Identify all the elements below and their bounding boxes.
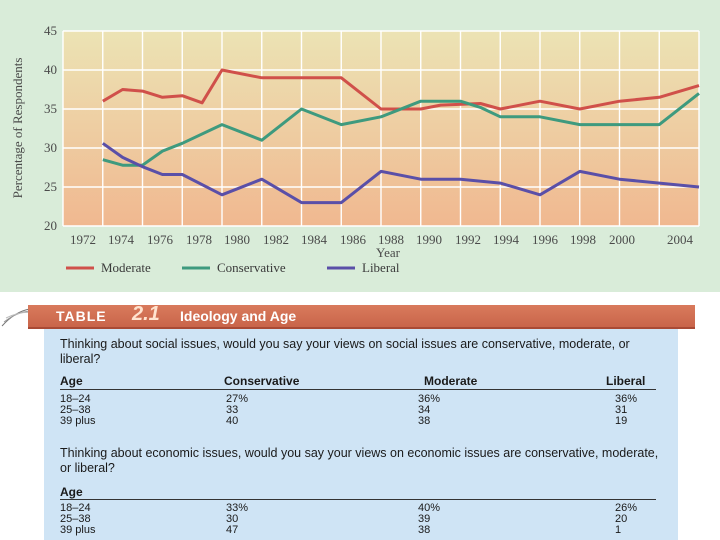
question-social: Thinking about social issues, would you … [60, 337, 630, 366]
x-tick-label: 2004 [667, 232, 694, 247]
x-tick-labels: 1972 1974 1976 1978 1980 1982 1984 1986 1988 1990… [70, 232, 694, 247]
y-tick-label: 25 [44, 179, 57, 194]
x-tick-label: 1998 [570, 232, 596, 247]
x-tick-label: 1980 [224, 232, 250, 247]
series-lines [101, 68, 700, 205]
table-label: TABLE [56, 308, 107, 324]
cell-moderate: 38 [418, 415, 431, 427]
cell-age: 39 plus [60, 524, 96, 536]
y-tick-label: 35 [44, 101, 57, 116]
col-age: Age [60, 374, 83, 388]
divider [60, 499, 656, 500]
table-panel: TABLE 2.1 Ideology and Age Thinking abou… [0, 292, 720, 540]
table-header: TABLE 2.1 Ideology and Age [28, 303, 695, 329]
cell-conservative: 40 [226, 415, 239, 427]
y-tick-label: 30 [44, 140, 57, 155]
cell-liberal: 1 [615, 524, 622, 536]
x-tick-label: 1988 [378, 232, 404, 247]
x-tick-label: 1984 [301, 232, 328, 247]
x-tick-label: 1996 [532, 232, 559, 247]
x-tick-label: 1994 [493, 232, 520, 247]
question-economic: Thinking about economic issues, would yo… [60, 446, 659, 475]
series-line-liberal [101, 142, 700, 205]
col-liberal: Liberal [606, 374, 646, 388]
legend-label: Liberal [362, 260, 400, 275]
cell-age: 39 plus [60, 415, 96, 427]
cell-moderate: 34 [418, 404, 431, 416]
y-tick-label: 20 [44, 218, 57, 233]
cell-age: 25–38 [60, 513, 91, 525]
col-age-2: Age [60, 485, 83, 499]
x-tick-label: 1974 [108, 232, 135, 247]
chart-panel: 20 25 30 35 40 45 1972 1974 1976 1978 1980 1982 198… [0, 0, 720, 292]
x-tick-label: 1990 [416, 232, 442, 247]
table-title: Ideology and Age [180, 308, 297, 324]
cell-moderate: 38 [418, 524, 431, 536]
y-tick-label: 40 [44, 62, 57, 77]
cell-conservative: 27% [226, 393, 249, 405]
x-tick-label: 1972 [70, 232, 96, 247]
col-conservative: Conservative [224, 374, 300, 388]
x-tick-label: 2000 [609, 232, 635, 247]
table-body: Thinking about social issues, would you … [44, 329, 678, 540]
cell-liberal: 31 [615, 404, 628, 416]
cell-conservative: 33% [226, 502, 249, 514]
cell-conservative: 33 [226, 404, 239, 416]
legend: Moderate Conservative Liberal [66, 260, 400, 275]
cell-liberal: 36% [615, 393, 638, 405]
y-tick-labels: 20 25 30 35 40 45 [44, 23, 57, 233]
x-tick-label: 1986 [340, 232, 367, 247]
cell-age: 18–24 [60, 393, 91, 405]
cell-age: 18–24 [60, 502, 91, 514]
x-tick-label: 1992 [455, 232, 481, 247]
y-tick-label: 45 [44, 23, 57, 38]
legend-label: Moderate [101, 260, 151, 275]
x-tick-label: 1976 [147, 232, 174, 247]
table-number: 2.1 [132, 303, 160, 325]
cell-liberal: 19 [615, 415, 628, 427]
cell-moderate: 40% [418, 502, 441, 514]
cell-age: 25–38 [60, 404, 91, 416]
x-tick-label: 1982 [263, 232, 289, 247]
series-line-conservative [102, 92, 700, 167]
cell-moderate: 36% [418, 393, 441, 405]
x-tick-label: 1978 [186, 232, 212, 247]
x-axis-title: Year [376, 245, 401, 260]
col-moderate: Moderate [424, 374, 478, 388]
cell-conservative: 30 [226, 513, 239, 525]
series-line-moderate [102, 68, 700, 111]
line-chart: 20 25 30 35 40 45 1972 1974 1976 1978 1980 1982 198… [10, 23, 700, 275]
cell-conservative: 47 [226, 524, 239, 536]
cell-liberal: 20 [615, 513, 628, 525]
y-axis-title: Percentage of Respondents [10, 58, 25, 199]
legend-label: Conservative [217, 260, 286, 275]
divider [60, 389, 656, 390]
cell-liberal: 26% [615, 502, 638, 514]
cell-moderate: 39 [418, 513, 431, 525]
